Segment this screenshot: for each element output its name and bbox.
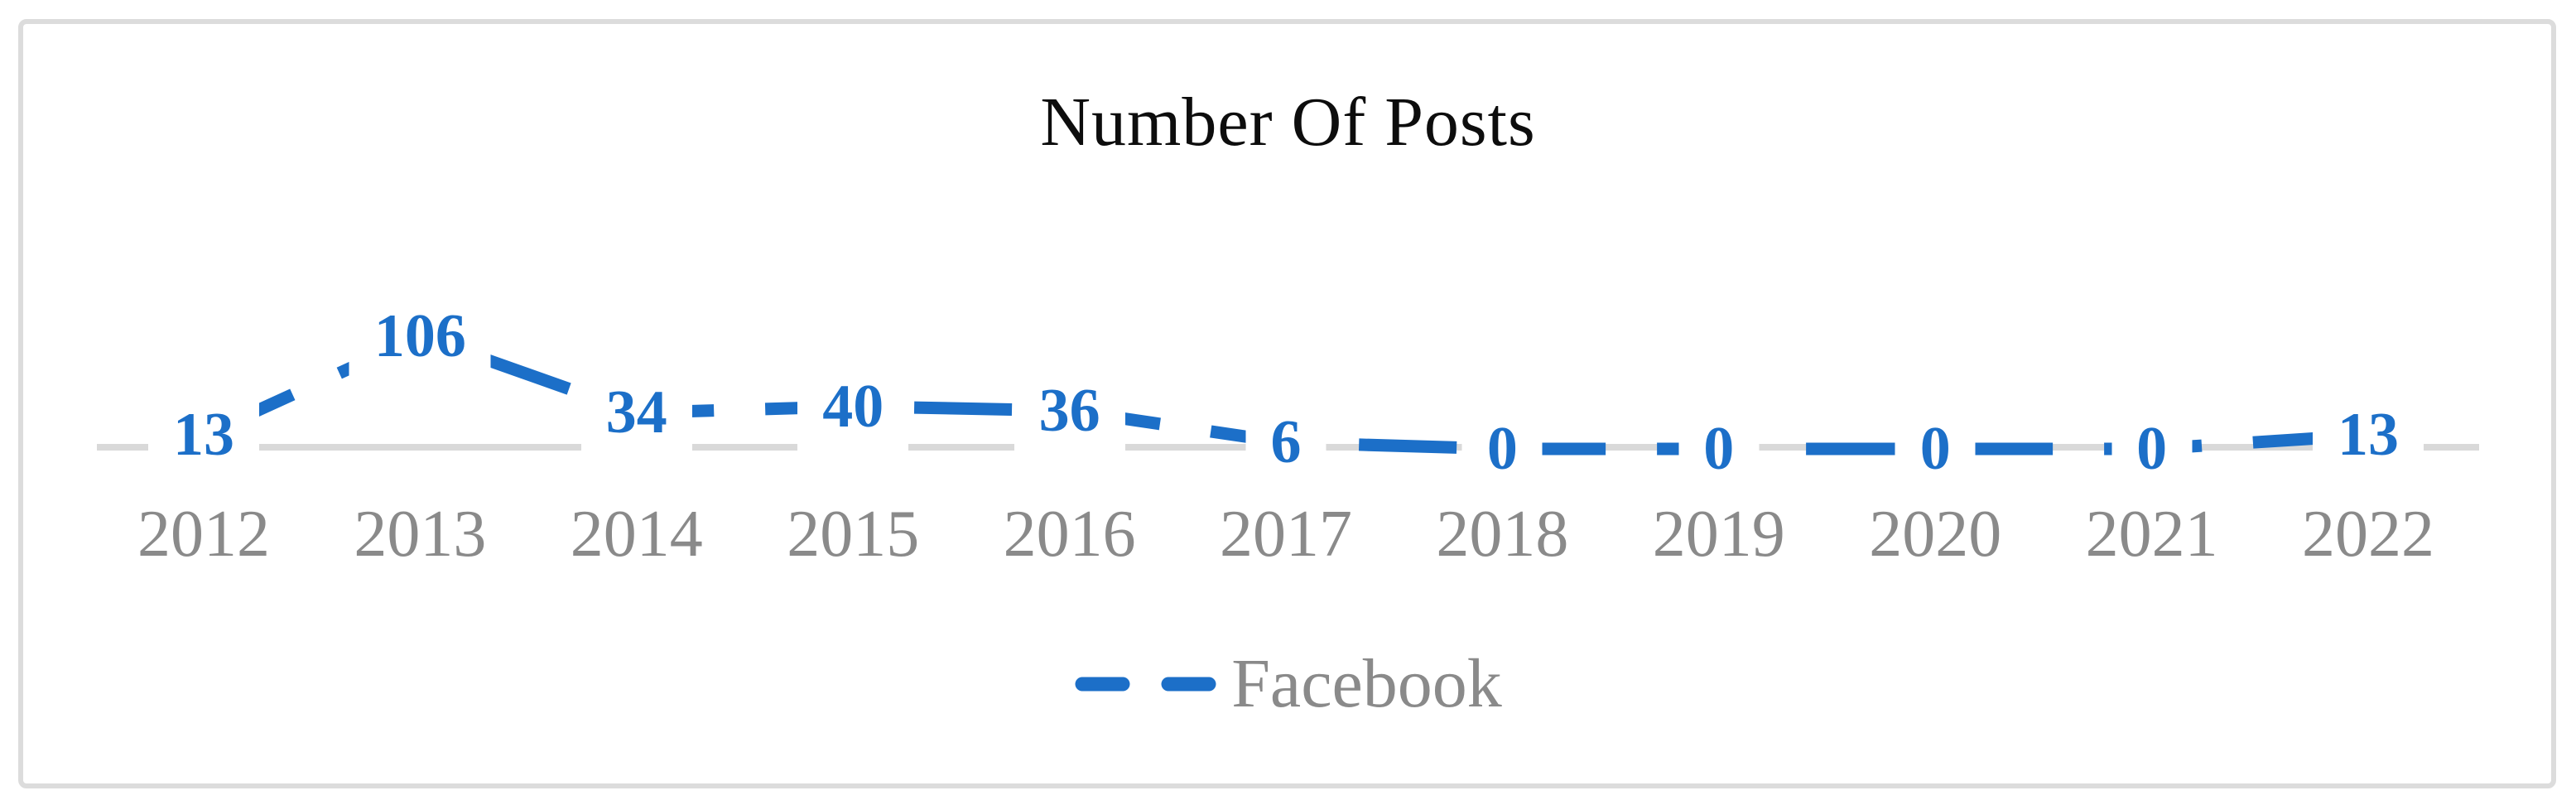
chart-title: Number Of Posts (1040, 84, 1536, 161)
x-axis-tick-label: 2013 (354, 498, 487, 571)
data-label: 36 (1014, 364, 1125, 457)
data-label: 13 (148, 388, 259, 482)
x-axis-tick-label: 2017 (1220, 498, 1352, 571)
legend-dashed-line-marker (1075, 677, 1219, 692)
x-axis-tick-label: 2014 (570, 498, 703, 571)
data-label: 40 (797, 359, 909, 453)
data-label: 0 (1678, 402, 1760, 495)
x-axis-tick-label: 2015 (787, 498, 920, 571)
data-label: 13 (2313, 388, 2424, 482)
x-axis-tick-label: 2019 (1652, 498, 1785, 571)
x-axis-tick-label: 2018 (1436, 498, 1569, 571)
data-label: 6 (1245, 396, 1327, 489)
x-axis-tick-label: 2012 (137, 498, 270, 571)
data-label: 106 (349, 290, 491, 383)
legend-series-label: Facebook (1231, 645, 1502, 722)
data-label: 0 (1895, 402, 1976, 495)
data-label: 0 (1461, 402, 1543, 495)
x-axis-tick-label: 2021 (2085, 498, 2218, 571)
x-axis-tick-label: 2022 (2302, 498, 2434, 571)
data-label: 34 (580, 366, 692, 460)
x-axis-tick-label: 2020 (1869, 498, 2002, 571)
legend: Facebook (0, 644, 2576, 724)
data-label: 0 (2111, 402, 2193, 495)
x-axis-tick-label: 2016 (1003, 498, 1136, 571)
